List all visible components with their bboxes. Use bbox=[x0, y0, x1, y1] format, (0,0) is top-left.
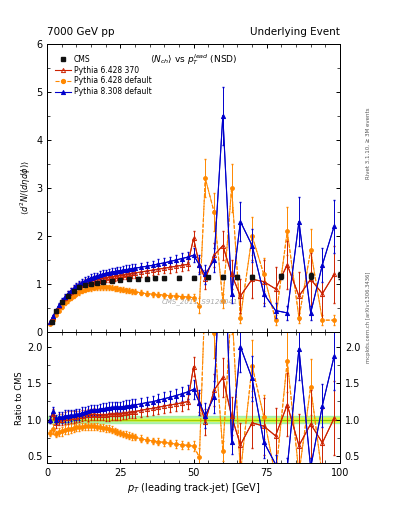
Y-axis label: $\langle d^2 N/(d\eta d\phi)\rangle$: $\langle d^2 N/(d\eta d\phi)\rangle$ bbox=[19, 160, 33, 215]
Text: 7000 GeV pp: 7000 GeV pp bbox=[47, 27, 115, 37]
X-axis label: $p_T$ (leading track-jet) [GeV]: $p_T$ (leading track-jet) [GeV] bbox=[127, 481, 260, 495]
Text: Underlying Event: Underlying Event bbox=[250, 27, 340, 37]
Text: CMS_2011_S9120041: CMS_2011_S9120041 bbox=[161, 298, 238, 305]
Y-axis label: Ratio to CMS: Ratio to CMS bbox=[15, 371, 24, 424]
Text: mcplots.cern.ch [arXiv:1306.3436]: mcplots.cern.ch [arXiv:1306.3436] bbox=[366, 272, 371, 363]
Bar bbox=[47, 416, 340, 423]
Text: $\langle N_{ch}\rangle$ vs $p_T^{lead}$ (NSD): $\langle N_{ch}\rangle$ vs $p_T^{lead}$ … bbox=[150, 52, 237, 67]
Legend: CMS, Pythia 6.428 370, Pythia 6.428 default, Pythia 8.308 default: CMS, Pythia 6.428 370, Pythia 6.428 defa… bbox=[54, 53, 153, 98]
Text: Rivet 3.1.10, ≥ 3M events: Rivet 3.1.10, ≥ 3M events bbox=[366, 108, 371, 179]
